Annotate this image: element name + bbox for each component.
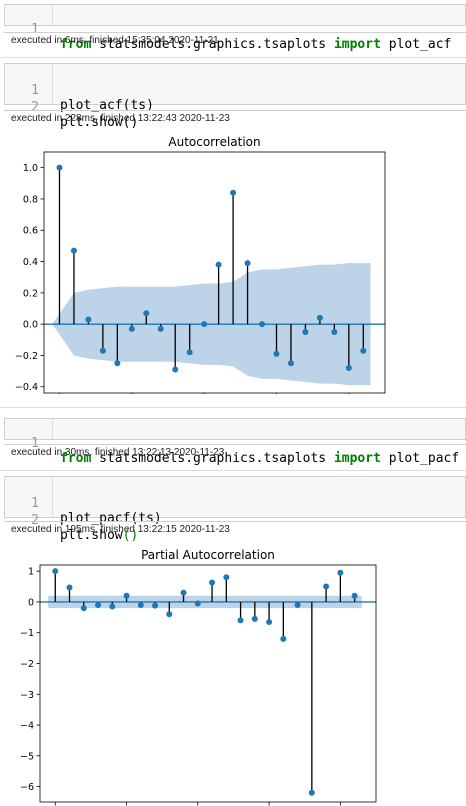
data-point xyxy=(323,583,330,590)
data-point xyxy=(143,310,150,317)
data-point xyxy=(52,568,59,575)
line-number-gutter xyxy=(52,477,53,517)
data-point xyxy=(128,325,135,332)
data-point xyxy=(95,602,102,609)
acf-plot: Autocorrelation05101520−0.4−0.20.00.20.4… xyxy=(15,135,386,394)
chart-title: Partial Autocorrelation xyxy=(141,548,275,562)
data-point xyxy=(244,260,251,267)
data-point xyxy=(194,600,201,607)
code-cell-import-pacf[interactable]: 1 from statsmodels.graphics.tsaplots imp… xyxy=(4,418,466,466)
data-point xyxy=(302,328,309,335)
data-point xyxy=(137,602,144,609)
cell-separator xyxy=(0,57,466,58)
y-tick-label: 0.2 xyxy=(23,288,38,299)
data-point xyxy=(152,602,159,609)
code-line: 1 from statsmodels.graphics.tsaplots imp… xyxy=(5,7,465,52)
y-tick-label: 0.4 xyxy=(23,257,38,268)
data-point xyxy=(237,617,244,624)
data-point xyxy=(114,360,121,367)
line-number: 2 xyxy=(31,513,39,528)
y-tick-label: −4 xyxy=(20,721,34,732)
pacf-plot: Partial Autocorrelation05101520−6−5−4−3−… xyxy=(20,548,377,806)
code-cell-import-acf[interactable]: 1 from statsmodels.graphics.tsaplots imp… xyxy=(4,4,466,52)
data-point xyxy=(209,579,216,586)
line-number-gutter xyxy=(52,419,53,439)
plot-frame xyxy=(39,564,377,803)
cell-separator xyxy=(0,407,466,408)
line-number-gutter xyxy=(52,64,53,104)
y-tick-label: 0.8 xyxy=(23,194,38,205)
code-text: plt.show() xyxy=(60,115,139,130)
data-point xyxy=(186,349,193,356)
line-number: 1 xyxy=(31,436,39,451)
code-line: 1 from statsmodels.graphics.tsaplots imp… xyxy=(5,421,465,466)
code-text: from statsmodels.graphics.tsaplots impor… xyxy=(60,37,452,52)
data-point xyxy=(223,574,230,581)
data-point xyxy=(287,360,294,367)
data-point xyxy=(166,611,173,618)
line-number: 1 xyxy=(31,83,39,98)
y-tick-label: −6 xyxy=(20,782,34,793)
cell-separator xyxy=(0,470,466,471)
y-tick-label: −1 xyxy=(20,628,34,639)
chart-title: Autocorrelation xyxy=(168,135,260,149)
code-line: 1 plot_acf(ts) xyxy=(5,68,465,113)
code-text: plot_pacf(ts) xyxy=(60,511,162,526)
data-point xyxy=(308,789,315,796)
code-cell-plot-pacf[interactable]: 1 plot_pacf(ts) 2 plt.show() xyxy=(4,476,466,543)
code-text: plt.show() xyxy=(60,528,139,543)
plot-frame xyxy=(43,151,386,394)
line-number-gutter xyxy=(52,5,53,25)
code-line: 2 plt.show() xyxy=(5,85,465,130)
line-number: 1 xyxy=(31,22,39,37)
data-point xyxy=(66,584,73,591)
y-tick-label: 0.0 xyxy=(23,320,38,331)
code-line: 1 plot_pacf(ts) xyxy=(5,481,465,526)
data-point xyxy=(123,592,130,599)
data-point xyxy=(331,328,338,335)
data-point xyxy=(337,569,344,576)
data-point xyxy=(99,347,106,354)
y-tick-label: −5 xyxy=(20,751,34,762)
y-tick-label: −0.4 xyxy=(15,382,38,393)
line-number: 1 xyxy=(31,496,39,511)
execution-info: executed in 228ms, finished 13:22:43 202… xyxy=(4,110,466,126)
data-point xyxy=(215,261,222,268)
data-point xyxy=(180,589,187,596)
execution-info: executed in 6ms, finished 15:35:04 2020-… xyxy=(4,32,466,48)
data-point xyxy=(294,602,301,609)
data-point xyxy=(345,364,352,371)
data-point xyxy=(109,603,116,610)
data-point xyxy=(172,366,179,373)
execution-info: executed in 195ms, finished 13:22:15 202… xyxy=(4,521,466,537)
data-point xyxy=(201,321,208,328)
code-cell-plot-acf[interactable]: 1 plot_acf(ts) 2 plt.show() xyxy=(4,63,466,130)
code-text: from statsmodels.graphics.tsaplots impor… xyxy=(60,451,460,466)
data-point xyxy=(85,316,92,323)
data-point xyxy=(56,164,63,171)
y-tick-label: 0.6 xyxy=(23,226,38,237)
data-point xyxy=(266,618,273,625)
line-number: 2 xyxy=(31,100,39,115)
data-point xyxy=(351,592,358,599)
data-point xyxy=(157,325,164,332)
code-text: plot_acf(ts) xyxy=(60,98,154,113)
y-tick-label: 0 xyxy=(28,597,34,608)
data-point xyxy=(273,350,280,357)
data-point xyxy=(80,605,87,612)
execution-info: executed in 30ms, finished 13:22:13 2020… xyxy=(4,444,466,460)
y-tick-label: −3 xyxy=(20,690,34,701)
data-point xyxy=(316,314,323,321)
code-line: 2 plt.show() xyxy=(5,498,465,543)
y-tick-label: −0.2 xyxy=(15,351,38,362)
y-tick-label: 1 xyxy=(28,567,34,578)
y-tick-label: 1.0 xyxy=(23,163,38,174)
data-point xyxy=(360,347,367,354)
data-point xyxy=(230,189,237,196)
y-tick-label: −2 xyxy=(20,659,34,670)
data-point xyxy=(251,615,258,622)
data-point xyxy=(280,635,287,642)
data-point xyxy=(259,321,266,328)
data-point xyxy=(70,247,77,254)
